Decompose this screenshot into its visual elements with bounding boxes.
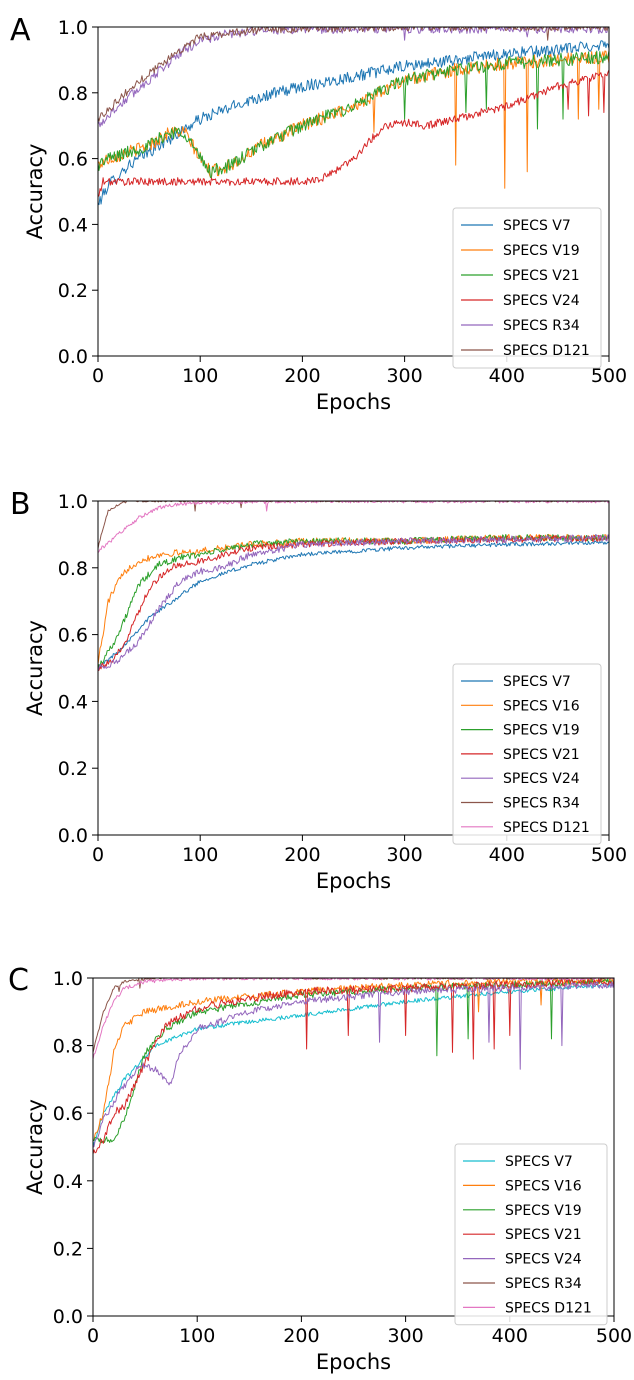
axes-frame [97, 500, 610, 836]
x-tick-label: 0 [92, 844, 104, 866]
series-line-specs-v24 [98, 534, 609, 671]
x-tick-label: 500 [591, 365, 627, 387]
series-lines [93, 977, 614, 1155]
series-line-specs-v16 [98, 533, 609, 665]
legend-entry: SPECS D121 [503, 343, 590, 359]
y-tick-label: 0.2 [58, 758, 88, 780]
y-tick-label: 0.2 [53, 1238, 83, 1260]
axes-frame [92, 977, 615, 1317]
legend-entry: SPECS V7 [503, 218, 571, 234]
x-tick-label: 500 [596, 1325, 632, 1347]
legend-entry: SPECS D121 [505, 1300, 592, 1316]
x-tick-label: 200 [284, 365, 320, 387]
y-tick-label: 0.6 [58, 625, 88, 647]
x-tick-label: 100 [182, 365, 218, 387]
y-tick-label: 0.8 [58, 558, 88, 580]
y-axis-label: Accuracy [23, 1099, 47, 1195]
series-line-specs-v16 [93, 977, 614, 1142]
series-line-specs-v19 [93, 978, 614, 1144]
legend-entry: SPECS V21 [505, 1227, 582, 1243]
series-line-specs-v19 [98, 534, 609, 672]
axes-frame [97, 26, 610, 357]
legend: SPECS V7 SPECS V19 SPECS V21 SPECS V24 SPECS… [452, 207, 602, 369]
legend-entry: SPECS V16 [505, 1178, 582, 1194]
legend-box [452, 207, 602, 369]
legend-entry: SPECS R34 [505, 1276, 582, 1292]
y-tick-label: 0.0 [58, 346, 88, 368]
x-tick-label: 200 [284, 844, 320, 866]
legend: SPECS V7 SPECS V16 SPECS V19 SPECS V21 SPECS… [452, 663, 602, 845]
y-tick-label: 0.4 [58, 214, 88, 236]
series-lines [98, 26, 609, 206]
legend-box [452, 663, 602, 845]
series-line-specs-r34 [98, 26, 609, 128]
y-tick-label: 0.8 [53, 1036, 83, 1058]
legend-box [454, 1143, 608, 1326]
x-tick-label: 300 [387, 1325, 423, 1347]
chart-panel-b: B 0 100 200 300 400 500 0.0 0.2 0.4 0.6 0.8 1.0 Epoch… [10, 487, 627, 893]
legend-entry: SPECS V24 [503, 771, 580, 787]
legend-entry: SPECS V7 [503, 674, 571, 690]
x-axis-label: Epochs [316, 869, 391, 893]
x-axis-label: Epochs [316, 390, 391, 414]
legend-entry: SPECS V19 [505, 1203, 582, 1219]
x-tick-label: 0 [87, 1325, 99, 1347]
legend-entry: SPECS D121 [503, 820, 590, 836]
legend-entry: SPECS V19 [503, 243, 580, 259]
legend: SPECS V7 SPECS V16 SPECS V19 SPECS V21 SPECS… [454, 1143, 608, 1326]
y-tick-label: 1.0 [58, 491, 88, 513]
series-line-specs-v7 [98, 40, 609, 206]
x-tick-label: 400 [489, 365, 525, 387]
series-lines [98, 500, 609, 672]
series-line-specs-d121 [98, 500, 609, 553]
x-tick-label: 100 [182, 844, 218, 866]
x-tick-label: 200 [283, 1325, 319, 1347]
series-line-specs-v21 [98, 534, 609, 672]
x-axis-label: Epochs [316, 1350, 391, 1374]
y-tick-label: 0.6 [53, 1103, 83, 1125]
y-tick-label: 0.4 [53, 1171, 83, 1193]
x-tick-label: 500 [591, 844, 627, 866]
series-line-specs-v24 [98, 69, 609, 197]
legend-entry: SPECS V19 [503, 723, 580, 739]
chart-panel-c: C 0 100 200 300 400 500 0.0 0.2 0.4 0.6 0.8 1.0 Epoch… [8, 963, 632, 1374]
x-tick-label: 300 [386, 844, 422, 866]
legend-entry: SPECS V16 [503, 698, 580, 714]
x-tick-label: 100 [179, 1325, 215, 1347]
y-tick-label: 0.4 [58, 691, 88, 713]
series-line-specs-v21 [98, 50, 609, 179]
y-tick-label: 1.0 [53, 968, 83, 990]
chart-panel-a: A 0 100 200 300 400 500 0.0 0.2 0.4 0.6 0.8 1.0 Epoch… [10, 13, 627, 414]
x-tick-label: 400 [489, 844, 525, 866]
y-tick-label: 0.2 [58, 280, 88, 302]
legend-entry: SPECS V24 [505, 1252, 582, 1268]
legend-entry: SPECS V24 [503, 293, 580, 309]
y-tick-label: 0.0 [58, 825, 88, 847]
series-line-specs-v19 [98, 50, 609, 189]
series-line-specs-v21 [93, 977, 614, 1155]
y-tick-label: 0.8 [58, 83, 88, 105]
x-tick-label: 300 [386, 365, 422, 387]
series-line-specs-v7 [98, 540, 609, 671]
x-tick-label: 400 [492, 1325, 528, 1347]
legend-entry: SPECS R34 [503, 318, 580, 334]
panel-label: C [8, 963, 29, 998]
series-line-specs-v24 [93, 981, 614, 1148]
legend-entry: SPECS V21 [503, 747, 580, 763]
y-tick-label: 0.6 [58, 149, 88, 171]
legend-entry: SPECS V21 [503, 268, 580, 284]
legend-entry: SPECS R34 [503, 796, 580, 812]
y-axis-label: Accuracy [23, 620, 47, 716]
y-tick-label: 0.0 [53, 1306, 83, 1328]
y-tick-label: 1.0 [58, 17, 88, 39]
legend-entry: SPECS V7 [505, 1154, 573, 1170]
panel-label: A [10, 13, 31, 48]
x-tick-label: 0 [92, 365, 104, 387]
y-axis-label: Accuracy [23, 144, 47, 240]
series-line-specs-v7 [93, 982, 614, 1148]
panel-label: B [10, 487, 31, 522]
